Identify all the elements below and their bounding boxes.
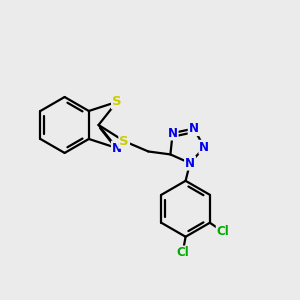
Text: Cl: Cl (176, 247, 189, 260)
Text: N: N (112, 142, 122, 154)
Text: Cl: Cl (217, 225, 230, 238)
Text: N: N (168, 127, 178, 140)
Text: N: N (185, 157, 195, 169)
Text: S: S (112, 95, 122, 108)
Text: S: S (119, 135, 129, 148)
Text: N: N (189, 122, 199, 135)
Text: N: N (200, 141, 209, 154)
